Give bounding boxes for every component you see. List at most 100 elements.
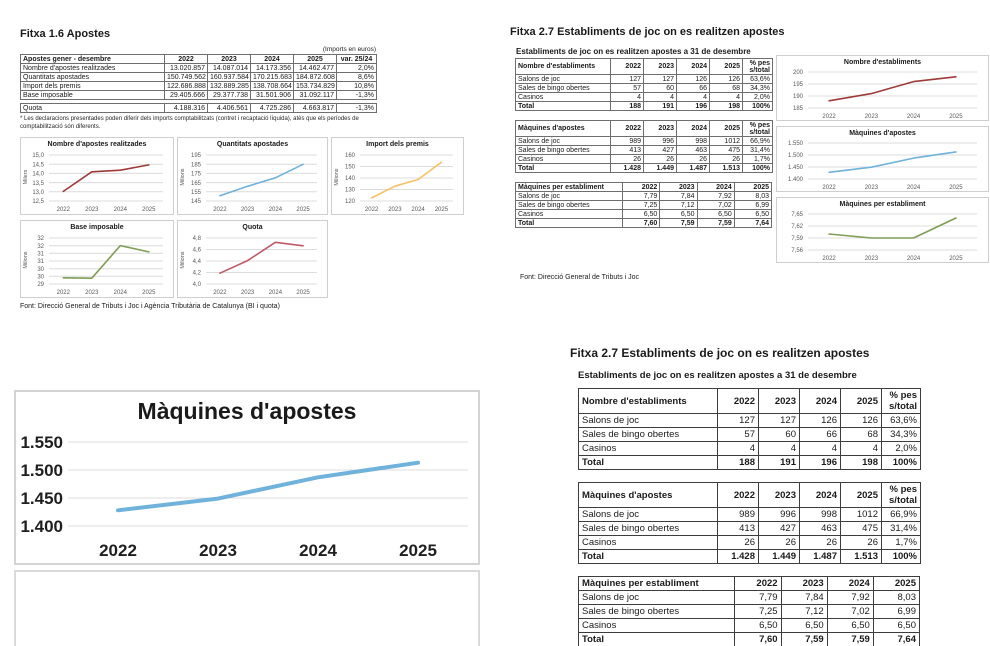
table-cell: 8,6% <box>336 72 377 82</box>
table-cell: 1,7% <box>881 535 921 550</box>
table-cell: 14.173.356 <box>250 63 294 73</box>
column-header: % pes s/total <box>881 388 921 414</box>
chart-card-establiments: Nombre d'establiments 185 190 195 200 2022 20… <box>776 55 989 121</box>
table-cell: 191 <box>758 455 800 470</box>
table-cell: 26 <box>758 535 800 550</box>
svg-text:2025: 2025 <box>399 541 437 560</box>
column-header: 2024 <box>799 388 841 414</box>
table-cell: 100% <box>881 549 921 564</box>
svg-text:2022: 2022 <box>99 541 137 560</box>
panel-title: Fitxa 1.6 Apostes <box>20 28 111 40</box>
column-header: 2024 <box>676 58 710 75</box>
table-cell: 68 <box>840 427 882 442</box>
column-header: Nombre d'establiments <box>578 388 718 414</box>
zoomed-chart-card: Màquines d'apostes 1.400 1.450 1.500 1.550 2… <box>14 390 480 565</box>
table-cell: 998 <box>799 507 841 522</box>
line-chart-svg: 1.400 1.450 1.500 1.550 2022 2023 2024 2025 <box>788 141 977 191</box>
table-cell: 6,99 <box>872 604 921 619</box>
svg-text:14,5: 14,5 <box>32 162 44 168</box>
table-row: Sales de bingo obertes 7,25 7,12 7,02 6,99 <box>577 604 921 619</box>
table-cell: Casinos <box>515 154 611 164</box>
charts-column: Nombre d'establiments 185 190 195 200 2022 20… <box>776 55 989 268</box>
line-chart-svg: 185 190 195 200 2022 2023 2024 2025 <box>793 70 977 120</box>
column-header: 2022 <box>734 576 782 591</box>
table-cell: Total <box>578 455 718 470</box>
table-cell: 6,50 <box>659 209 698 219</box>
table-cell: 7,59 <box>780 632 828 646</box>
table-cell: 138.708.664 <box>250 81 294 91</box>
svg-text:1.450: 1.450 <box>788 165 804 171</box>
table-cell: 66 <box>676 83 710 93</box>
table-cell: 60 <box>758 427 800 442</box>
column-header: % pes s/total <box>742 120 773 137</box>
svg-text:2023: 2023 <box>865 185 879 190</box>
table-cell: Casinos <box>578 535 718 550</box>
svg-text:1.500: 1.500 <box>788 153 804 159</box>
table-cell: Quota <box>20 103 165 113</box>
svg-text:1.550: 1.550 <box>788 141 804 147</box>
column-header: 2025 <box>840 388 882 414</box>
line-chart: 1.400 1.450 1.500 1.550 2022 2023 2024 2025 <box>18 432 474 560</box>
table-cell: 7,59 <box>826 632 874 646</box>
table-row: Salons de joc 7,79 7,84 7,92 8,03 <box>577 590 921 605</box>
table-cell: 7,25 <box>622 200 661 210</box>
table-cell: 122.686.888 <box>164 81 208 91</box>
svg-text:4,0: 4,0 <box>193 282 202 288</box>
svg-text:2024: 2024 <box>411 207 425 213</box>
table-cell: 100% <box>742 101 773 111</box>
line-chart: 29 30 30 31 31 32 32 2022 2023 2024 2025 <box>22 234 172 296</box>
svg-text:2022: 2022 <box>822 256 836 261</box>
table-cell: 127 <box>643 74 677 84</box>
table-cell: Casinos <box>514 209 624 219</box>
table-row: Total 188 191 196 198 100% <box>578 455 921 470</box>
svg-text:200: 200 <box>793 70 804 76</box>
table-cell: 7,59 <box>696 218 735 228</box>
svg-text:2024: 2024 <box>269 290 283 296</box>
panel-subtitle: Establiments de joc on es realitzen apos… <box>578 370 857 381</box>
table-cell: 26 <box>643 154 677 164</box>
column-header: 2024 <box>826 576 874 591</box>
table-cell: 463 <box>799 521 841 536</box>
column-header: var. 25/24 <box>336 54 377 64</box>
column-header: 2024 <box>696 182 735 192</box>
table-cell: 160.937.584 <box>207 72 251 82</box>
table-row: Casinos 6,50 6,50 6,50 6,50 <box>577 618 921 633</box>
table-row: Import dels premis 122.686.888 132.889.285… <box>20 81 377 91</box>
svg-text:2022: 2022 <box>365 207 379 213</box>
column-header: 2022 <box>622 182 661 192</box>
table-cell: 26 <box>610 154 644 164</box>
svg-text:120: 120 <box>345 199 356 205</box>
svg-text:2024: 2024 <box>907 185 921 190</box>
table-row: Salons de joc 127 127 126 126 63,6% <box>578 413 921 428</box>
header-row: Màquines per establiment 2022 2023 2024 2025 <box>577 576 921 591</box>
column-header: 2024 <box>676 120 710 137</box>
table-cell: 998 <box>676 136 710 146</box>
establiments-table: Nombre d'establiments 2022 2023 2024 2025% p… <box>515 58 773 111</box>
svg-text:31: 31 <box>37 259 44 265</box>
column-header: Màquines d'apostes <box>578 482 718 508</box>
table-cell: 1.487 <box>799 549 841 564</box>
table-cell: 4 <box>610 92 644 102</box>
table-cell: Total <box>577 632 736 646</box>
table-cell: 26 <box>709 154 743 164</box>
chart-card-maquines-per-establiment: Màquines per establiment 7,56 7,59 7,62 7,6… <box>776 197 989 263</box>
data-table: Màquines per establiment 2022 2023 2024 2025… <box>514 182 773 228</box>
table-row: Salons de joc 989 996 998 1012 66,9% <box>515 136 773 146</box>
svg-text:14,0: 14,0 <box>32 171 44 177</box>
column-header: Màquines d'apostes <box>515 120 611 137</box>
svg-text:2023: 2023 <box>865 256 879 261</box>
table-cell: 1.513 <box>840 549 882 564</box>
table-cell: Base imposable <box>20 90 165 100</box>
svg-text:2024: 2024 <box>299 541 337 560</box>
svg-text:7,65: 7,65 <box>791 212 803 218</box>
chart-title: Import dels premis <box>366 140 429 148</box>
column-header: 2025 <box>840 482 882 508</box>
svg-text:2023: 2023 <box>865 114 879 119</box>
table-cell: -1,3% <box>336 90 377 100</box>
table-cell: 7,64 <box>733 218 773 228</box>
table-cell: Import dels premis <box>20 81 165 91</box>
table-cell: 31,4% <box>881 521 921 536</box>
table-row: Total 1.428 1.449 1.487 1.513 100% <box>515 163 773 173</box>
table-cell: 66 <box>799 427 841 442</box>
